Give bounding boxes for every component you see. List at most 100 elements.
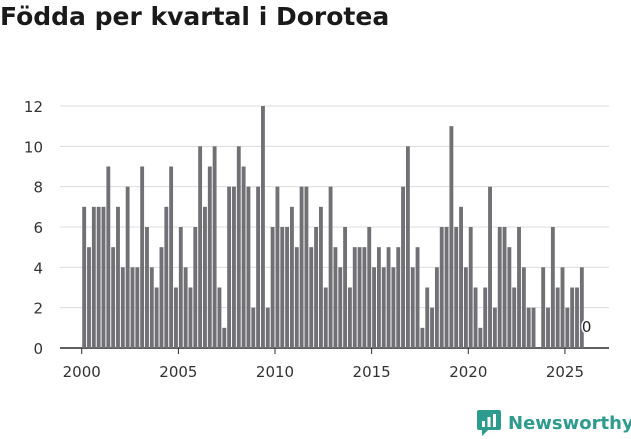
y-tick-label: 12 xyxy=(24,98,43,116)
bar xyxy=(473,287,478,348)
bar xyxy=(531,307,536,348)
bar xyxy=(521,267,526,348)
bar xyxy=(232,186,236,348)
brand-name: Newsworthy xyxy=(508,412,631,434)
x-tick-label: 2020 xyxy=(449,363,487,381)
bar xyxy=(420,327,425,348)
bar xyxy=(227,186,232,348)
bar xyxy=(338,267,343,348)
bar xyxy=(376,247,381,348)
bar xyxy=(381,267,386,348)
bar xyxy=(178,227,183,348)
bar xyxy=(96,206,101,348)
bar xyxy=(430,307,434,348)
x-tick-label: 2015 xyxy=(353,363,391,381)
bar xyxy=(391,267,396,348)
y-tick-label: 8 xyxy=(33,179,43,197)
bar xyxy=(198,146,203,348)
newsworthy-logo-icon xyxy=(477,410,501,436)
bar xyxy=(159,247,164,348)
bar xyxy=(188,287,193,348)
bar xyxy=(386,247,391,348)
bar xyxy=(174,287,178,348)
bar xyxy=(468,227,473,348)
bar xyxy=(362,247,367,348)
bar xyxy=(91,206,96,348)
bar xyxy=(120,267,125,348)
x-tick-label: 2010 xyxy=(256,363,294,381)
y-tick-label: 10 xyxy=(24,138,43,156)
bar xyxy=(275,186,280,348)
bar xyxy=(222,327,227,348)
x-tick-label: 2000 xyxy=(63,363,101,381)
bar xyxy=(478,327,483,348)
y-tick-label: 0 xyxy=(33,340,43,358)
bar xyxy=(169,166,174,348)
bars xyxy=(82,106,584,348)
bar xyxy=(82,206,87,348)
bar xyxy=(459,206,463,348)
y-tick-label: 4 xyxy=(33,259,43,277)
bar xyxy=(101,206,106,348)
bar xyxy=(526,307,531,348)
bar-chart: 0 2 4 6 8 10 12 0 2000 2005 2010 2015 2020 2025 xyxy=(24,98,609,381)
bar xyxy=(541,267,546,348)
bar xyxy=(106,166,111,348)
x-tick-label: 2005 xyxy=(159,363,197,381)
y-tick-label: 6 xyxy=(33,219,43,237)
bar xyxy=(328,186,333,348)
bar xyxy=(183,267,188,348)
chart-title: Födda per kvartal i Dorotea xyxy=(0,2,390,31)
newsworthy-brand: Newsworthy xyxy=(476,408,631,438)
bar xyxy=(309,247,314,348)
bar xyxy=(140,166,145,348)
bar xyxy=(299,186,304,348)
bar xyxy=(463,267,468,348)
bar xyxy=(290,206,294,348)
bar xyxy=(517,227,521,348)
bar xyxy=(579,267,584,348)
bar xyxy=(212,146,217,348)
bar xyxy=(285,227,290,348)
bar xyxy=(347,287,352,348)
bar xyxy=(236,146,241,348)
bar xyxy=(203,206,207,348)
bar xyxy=(415,247,420,348)
y-axis-labels: 0 2 4 6 8 10 12 xyxy=(24,98,43,358)
bar xyxy=(560,267,565,348)
bar xyxy=(483,287,488,348)
bar xyxy=(125,186,130,348)
bar xyxy=(434,267,439,348)
bar xyxy=(116,206,120,348)
bar xyxy=(454,227,459,348)
bar xyxy=(367,227,372,348)
bar xyxy=(280,227,285,348)
bar xyxy=(444,227,449,348)
bar xyxy=(357,247,362,348)
x-tick-label: 2025 xyxy=(546,363,584,381)
bar xyxy=(439,227,444,348)
bar xyxy=(193,227,198,348)
bar xyxy=(164,206,169,348)
bar xyxy=(512,287,517,348)
bar xyxy=(294,247,299,348)
annotations: 0 xyxy=(580,317,593,338)
bar xyxy=(492,307,497,348)
bar xyxy=(246,186,251,348)
bar xyxy=(207,166,212,348)
bar xyxy=(507,247,512,348)
bar xyxy=(87,247,91,348)
bar xyxy=(256,186,261,348)
bar xyxy=(405,146,410,348)
bar xyxy=(502,227,507,348)
bar xyxy=(372,267,377,348)
x-axis: 2000 2005 2010 2015 2020 2025 xyxy=(63,348,584,381)
bar xyxy=(410,267,415,348)
annotation-label: 0 xyxy=(582,318,592,336)
bar xyxy=(425,287,430,348)
bar xyxy=(314,227,319,348)
bar xyxy=(304,186,309,348)
bar xyxy=(270,227,275,348)
bar xyxy=(154,287,159,348)
bar xyxy=(135,267,140,348)
